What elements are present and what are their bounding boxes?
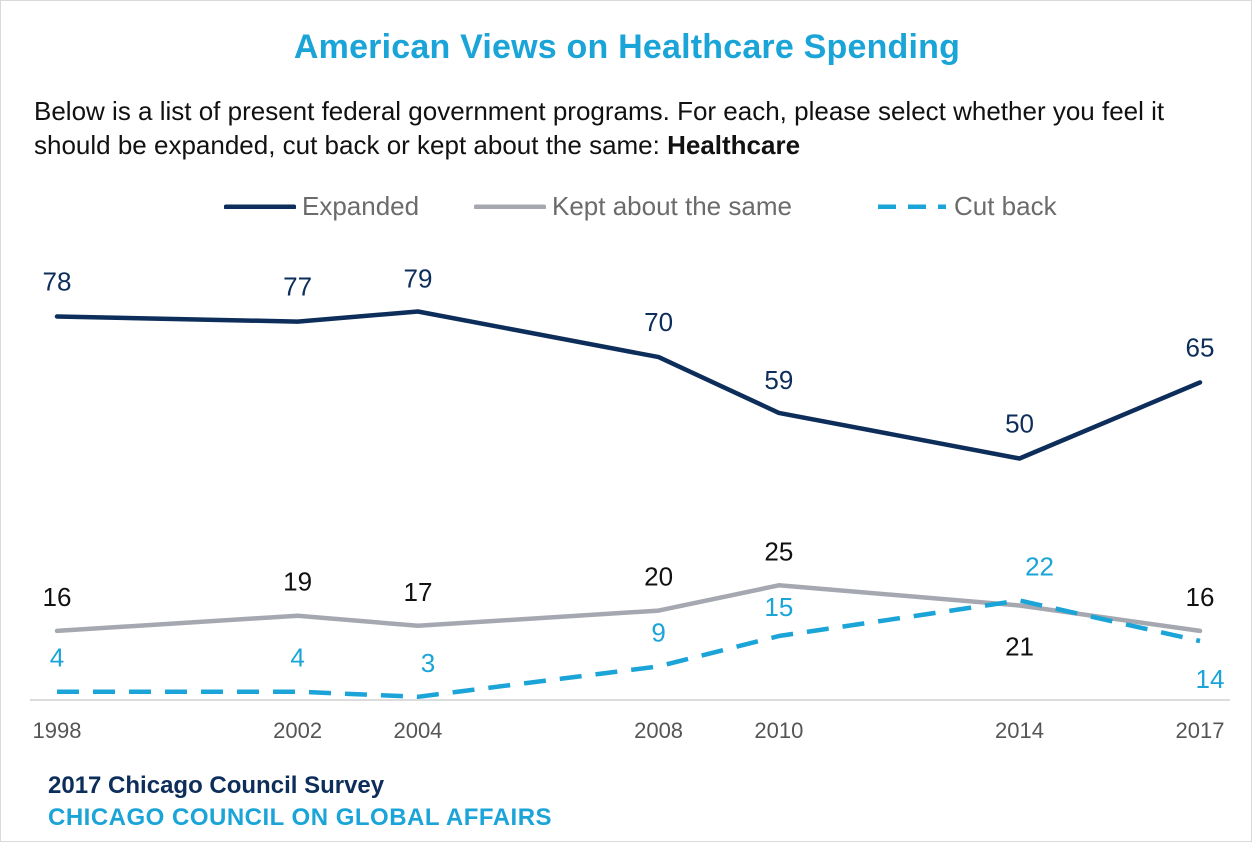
x-tick-label: 2017 — [1176, 718, 1225, 743]
legend-item-expanded: Expanded — [224, 188, 419, 224]
x-tick-label: 2014 — [995, 718, 1044, 743]
x-tick-label: 2010 — [754, 718, 803, 743]
data-label-kept: 20 — [644, 562, 673, 592]
data-label-kept: 21 — [1005, 632, 1034, 662]
x-tick-label: 2008 — [634, 718, 683, 743]
data-label-kept: 17 — [403, 577, 432, 607]
data-label-cut: 15 — [764, 592, 793, 622]
data-label-expanded: 65 — [1186, 332, 1215, 362]
legend-swatch-expanded — [224, 204, 296, 209]
series-line-kept — [54, 583, 1203, 634]
data-label-expanded: 77 — [283, 272, 312, 302]
data-label-expanded: 59 — [764, 365, 793, 395]
data-label-kept: 16 — [43, 582, 72, 612]
chart-legend: Expanded Kept about the same Cut back — [0, 188, 1254, 224]
data-label-cut: 4 — [290, 643, 304, 673]
x-tick-label: 1998 — [33, 718, 82, 743]
footer-organization: CHICAGO COUNCIL ON GLOBAL AFFAIRS — [48, 804, 553, 831]
x-tick-label: 2002 — [273, 718, 322, 743]
legend-label-expanded: Expanded — [302, 190, 420, 221]
legend-label-kept: Kept about the same — [552, 190, 792, 221]
legend-label-cut: Cut back — [954, 190, 1057, 221]
data-label-cut: 9 — [651, 617, 665, 647]
legend-swatch-kept — [474, 204, 546, 209]
data-label-expanded: 70 — [644, 307, 673, 337]
data-label-expanded: 50 — [1005, 409, 1034, 439]
data-label-expanded: 79 — [403, 263, 432, 293]
data-label-kept: 25 — [764, 536, 793, 566]
data-label-cut: 22 — [1025, 551, 1054, 581]
data-label-cut: 3 — [421, 648, 435, 678]
legend-item-cut: Cut back — [876, 188, 1057, 224]
subtitle-text: Below is a list of present federal gover… — [34, 96, 1165, 160]
subtitle-emphasis: Healthcare — [667, 130, 801, 160]
data-label-cut: 4 — [50, 643, 64, 673]
legend-swatch-cut — [878, 204, 946, 209]
series-line-expanded — [54, 309, 1203, 461]
chart-subtitle: Below is a list of present federal gover… — [34, 94, 1244, 162]
data-label-kept: 16 — [1186, 582, 1215, 612]
footer-survey: 2017 Chicago Council Survey — [48, 772, 385, 799]
data-label-expanded: 78 — [43, 267, 72, 297]
data-label-kept: 19 — [283, 567, 312, 597]
data-label-cut: 14 — [1196, 664, 1225, 694]
chart-title: American Views on Healthcare Spending — [293, 28, 961, 66]
legend-item-kept: Kept about the same — [474, 188, 792, 224]
x-tick-label: 2004 — [393, 718, 442, 743]
